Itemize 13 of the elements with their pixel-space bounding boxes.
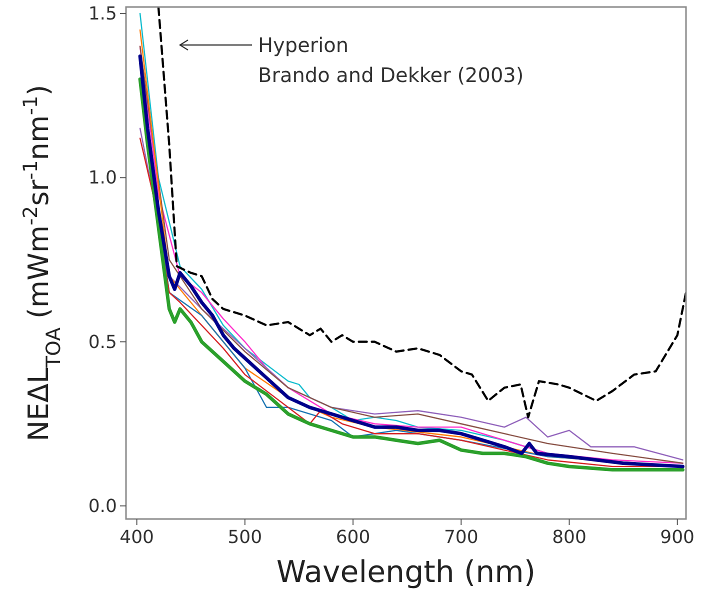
line-series [157, 7, 686, 418]
x-tick-label: 500 [228, 527, 262, 548]
y-tick-label: 1.0 [88, 168, 117, 189]
x-tick-label: 400 [120, 527, 154, 548]
x-tick-label: 800 [552, 527, 586, 548]
y-tick-label: 0.5 [88, 332, 117, 353]
annotation: Hyperion Brando and Dekker (2003) [258, 33, 524, 87]
y-tick-label: 0.0 [88, 496, 117, 517]
x-tick-label: 600 [336, 527, 370, 548]
y-tick-label: 1.5 [88, 4, 117, 25]
x-axis-title: Wavelength (nm) [276, 555, 536, 590]
x-tick-label: 700 [444, 527, 478, 548]
x-tick-label: 900 [660, 527, 695, 548]
